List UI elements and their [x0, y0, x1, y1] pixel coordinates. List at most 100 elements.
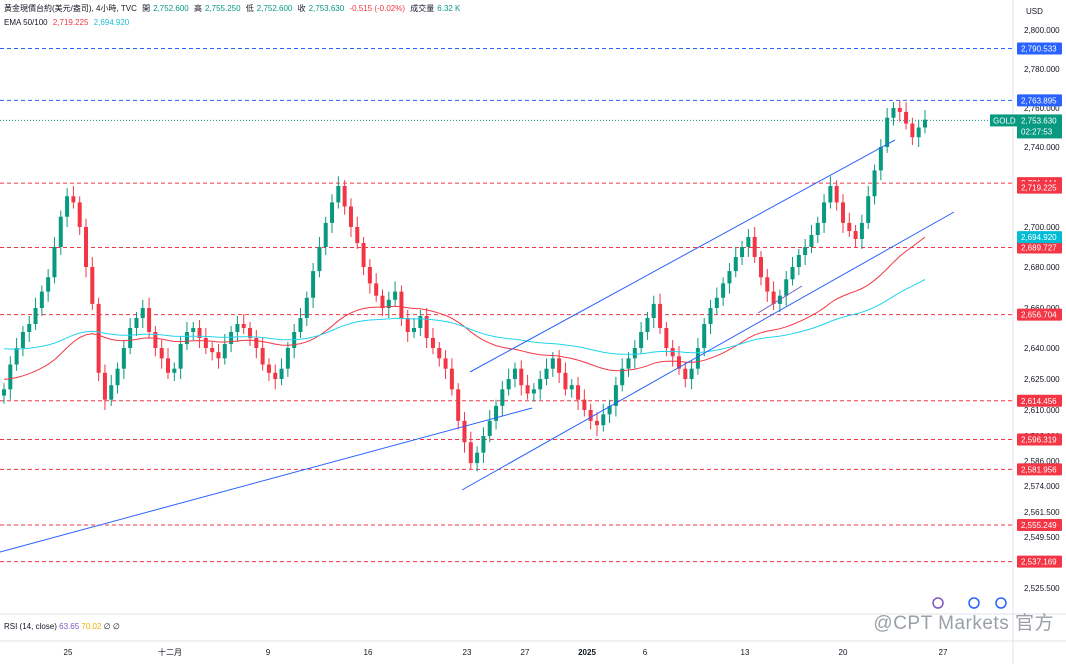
candle-body: [380, 295, 385, 308]
y-tick-label: 2,660.000: [1024, 304, 1060, 313]
candle-body: [399, 291, 404, 318]
candle-body: [46, 277, 51, 292]
low-value: 2,752.600: [256, 4, 293, 13]
candle-body: [52, 247, 57, 278]
level-tag: [1017, 241, 1062, 254]
level-tag-label: 2,656.704: [1021, 311, 1057, 320]
level-tag: [1017, 463, 1062, 476]
candle-body: [645, 318, 650, 332]
candle-body: [367, 267, 372, 284]
candle-body: [317, 247, 322, 272]
candle-body: [525, 385, 530, 394]
y-tick-label: 2,700.000: [1024, 223, 1060, 232]
candle-body: [273, 372, 278, 379]
candle-body: [891, 108, 896, 118]
x-tick-label: 23: [463, 648, 472, 657]
candle-body: [39, 291, 44, 308]
x-tick-label: 6: [643, 648, 648, 657]
candle-body: [430, 338, 435, 348]
candle-body: [33, 308, 38, 324]
ema50-value: 2,719.225: [52, 18, 89, 27]
candle-body: [393, 291, 398, 300]
candle-body: [847, 222, 852, 231]
candle-body: [531, 389, 536, 394]
y-tick-label: 2,780.000: [1024, 65, 1060, 74]
x-tick-label: 2025: [578, 648, 596, 657]
candle-body: [330, 202, 335, 223]
candle-body: [8, 364, 13, 390]
ema-tag: [1017, 231, 1062, 244]
candle-body: [412, 328, 417, 332]
candle-body: [897, 108, 902, 112]
symbol-tag: [990, 114, 1017, 127]
level-tag: [1017, 519, 1062, 532]
candle-body: [65, 196, 70, 217]
candle-body: [418, 316, 423, 328]
ema-legend[interactable]: EMA 50/100 2,719.225 2,694.920: [4, 18, 132, 27]
level-tag-label: 2,790.533: [1021, 44, 1057, 53]
high-value: 2,755.250: [204, 4, 241, 13]
candle-body: [20, 332, 25, 348]
candle-body: [147, 308, 152, 332]
candle-body: [462, 420, 467, 443]
candle-body: [374, 283, 379, 296]
candle-body: [14, 348, 19, 365]
candle-body: [658, 303, 663, 328]
candle-body: [557, 358, 562, 373]
x-tick-label: 25: [64, 648, 73, 657]
candle-body: [676, 356, 681, 369]
candle-body: [153, 332, 158, 348]
candle-body: [254, 338, 259, 348]
candle-body: [342, 186, 347, 207]
candle-body: [424, 316, 429, 338]
candle-body: [809, 235, 814, 247]
candle-body: [752, 237, 757, 257]
candle-body: [632, 348, 637, 359]
candle-body: [500, 389, 505, 406]
x-tick-label: 13: [741, 648, 750, 657]
candle-body: [266, 364, 271, 373]
candle-body: [859, 222, 864, 239]
event-marker-icon: [932, 597, 944, 609]
candle-body: [916, 127, 921, 138]
candle-body: [203, 338, 208, 348]
candle-body: [298, 318, 303, 332]
y-tick-label: 2,625.000: [1024, 375, 1060, 384]
ema-label: EMA 50/100: [4, 18, 48, 27]
ema-tag-label: 2,694.920: [1021, 233, 1057, 242]
candle-body: [191, 328, 196, 332]
level-tag: [1017, 308, 1062, 321]
level-tag-label: 2,596.319: [1021, 436, 1057, 445]
candle-body: [664, 328, 669, 348]
level-tag-label: 2,689.727: [1021, 244, 1057, 253]
candle-body: [866, 196, 871, 223]
candle-body: [178, 344, 183, 369]
candle-body: [582, 399, 587, 410]
candle-body: [235, 324, 240, 332]
candle-body: [885, 117, 890, 147]
channel-upper-line: [469, 139, 896, 373]
candle-body: [613, 385, 618, 406]
candle-body: [140, 308, 145, 318]
ema-tag-label: 2,719.225: [1021, 184, 1057, 193]
symbol-header: 黃金現價台約(美元/盎司), 4小時, TVC 開 2,752.600 高 2,75…: [4, 4, 461, 13]
candle-body: [361, 243, 366, 267]
close-value: 2,753.630: [308, 4, 345, 13]
level-tag-label: 2,537.169: [1021, 558, 1057, 567]
candle-body: [58, 216, 63, 247]
candle-body: [727, 271, 732, 284]
candle-body: [740, 247, 745, 257]
trendline-long: [0, 407, 533, 553]
level-tag-label: 2,555.249: [1021, 521, 1057, 530]
candle-body: [651, 303, 656, 318]
change-value: -0.515 (-0.02%): [349, 4, 406, 13]
rsi-legend[interactable]: RSI (14, close) 63.65 70.02 ∅ ∅: [4, 622, 120, 631]
candle-body: [550, 358, 555, 369]
candle-body: [733, 257, 738, 272]
open-value: 2,752.600: [153, 4, 189, 13]
candle-body: [840, 202, 845, 223]
volume-value: 6.32 K: [437, 4, 461, 13]
price-tag: [1017, 114, 1062, 139]
currency-label[interactable]: USD: [1026, 7, 1043, 16]
